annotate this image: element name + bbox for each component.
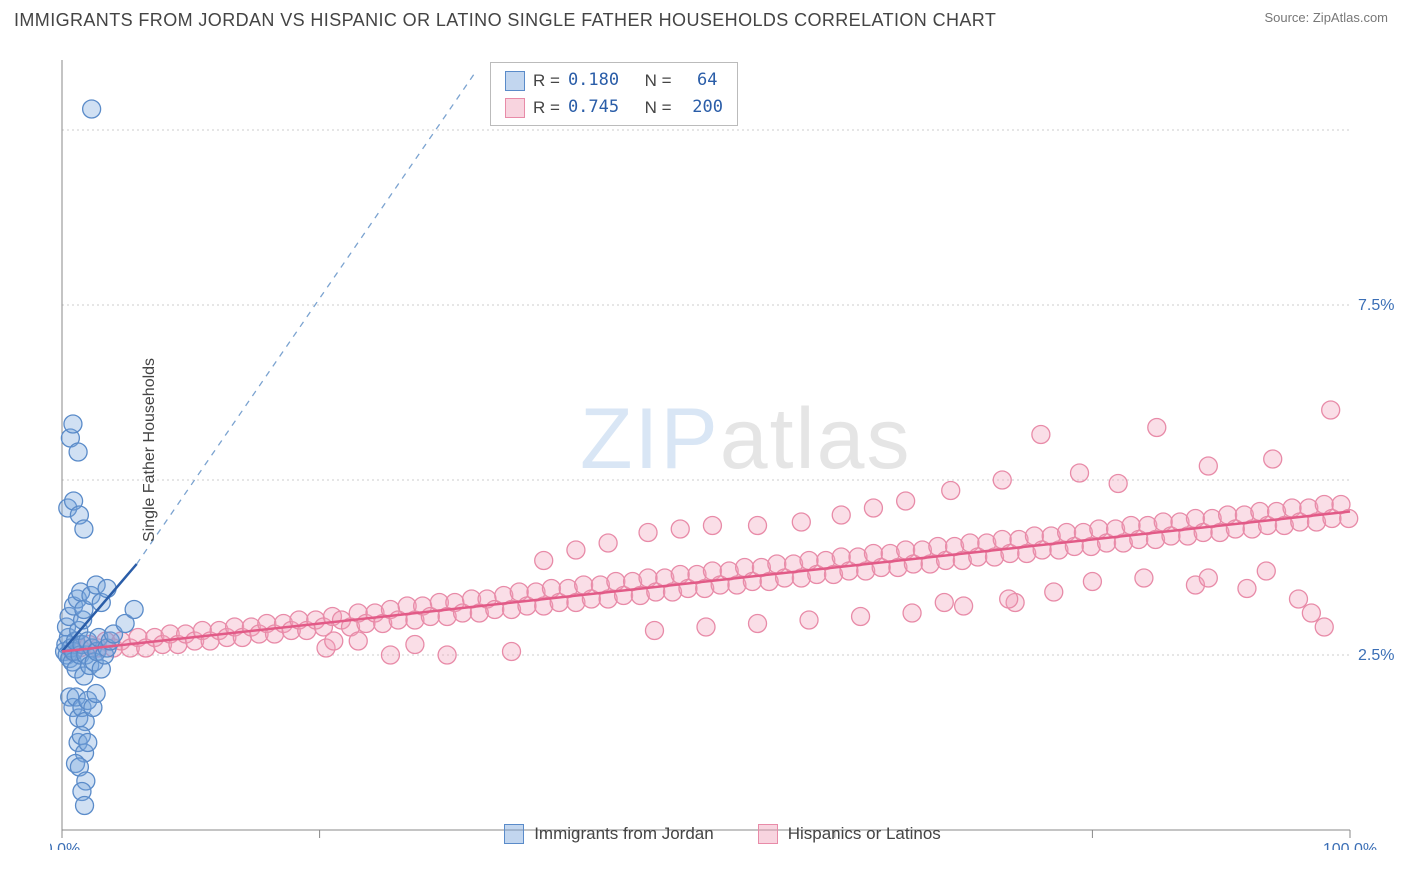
source-label: Source: ZipAtlas.com [1264,10,1388,25]
chart-title: IMMIGRANTS FROM JORDAN VS HISPANIC OR LA… [14,10,996,31]
svg-text:2.5%: 2.5% [1358,647,1394,664]
swatch-pink-icon [758,824,778,844]
y-axis-title: Single Father Households [141,358,159,542]
swatch-pink-icon [505,98,525,118]
legend-label: Hispanics or Latinos [788,824,941,844]
stats-row-jordan: R = 0.180 N = 64 [505,67,723,94]
bottom-legend: Immigrants from Jordan Hispanics or Lati… [50,824,1395,844]
scatter-plot: 2.5%7.5%0.0%100.0% [50,50,1395,850]
swatch-blue-icon [505,71,525,91]
stats-row-hispanic: R = 0.745 N = 200 [505,94,723,121]
stats-box: R = 0.180 N = 64 R = 0.745 N = 200 [490,62,738,126]
legend-label: Immigrants from Jordan [534,824,714,844]
svg-text:7.5%: 7.5% [1358,297,1394,314]
swatch-blue-icon [504,824,524,844]
legend-item-hispanic: Hispanics or Latinos [758,824,941,844]
legend-item-jordan: Immigrants from Jordan [504,824,714,844]
